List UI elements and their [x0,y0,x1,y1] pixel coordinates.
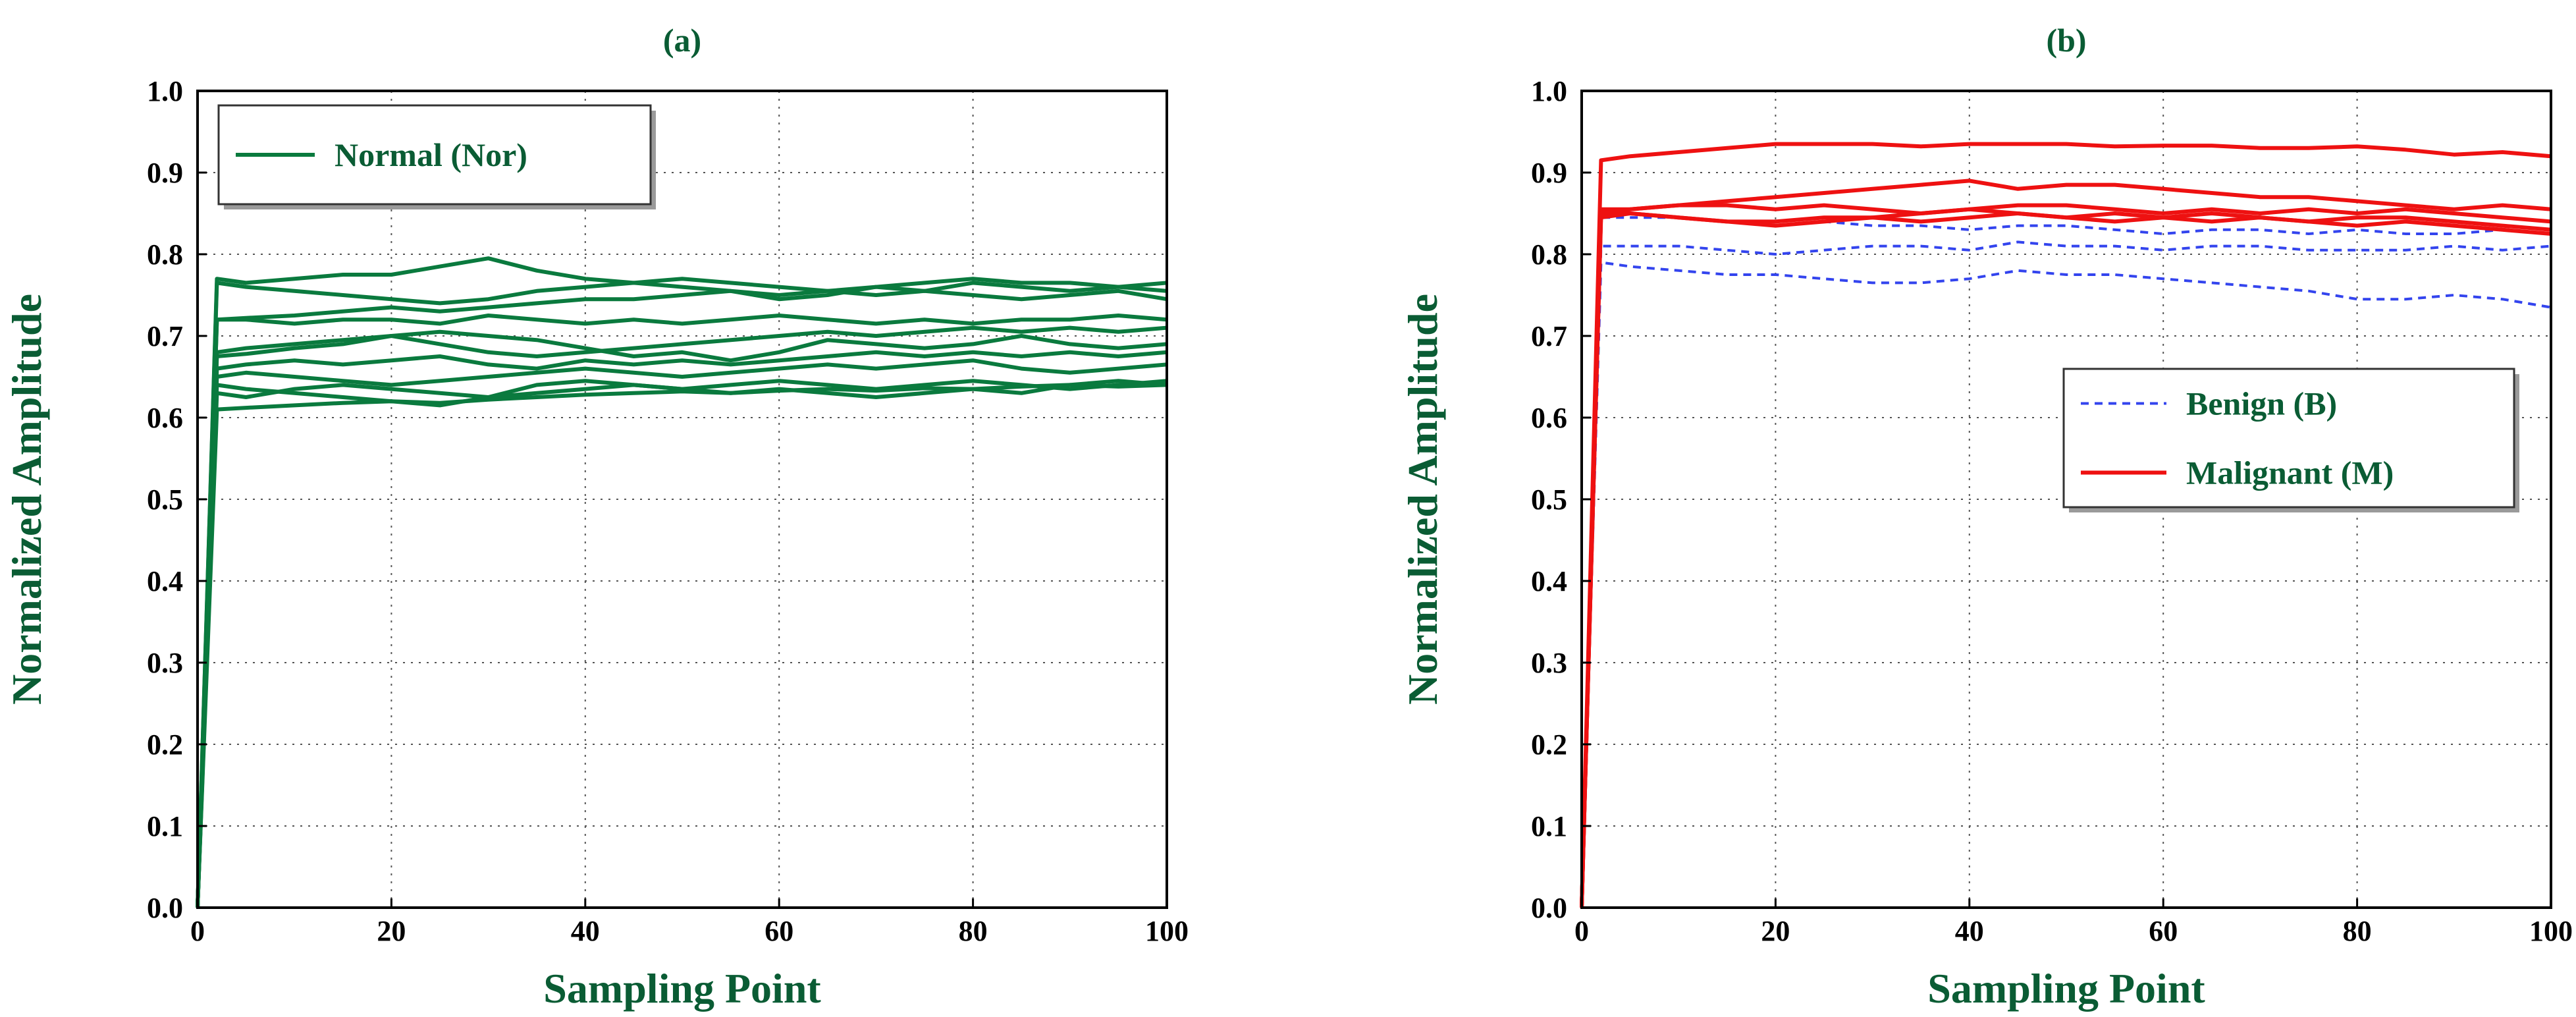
y-tick-label: 0.6 [147,402,183,434]
y-tick-label: 0.5 [147,483,183,516]
series-line-2 [196,277,1167,908]
series-line-8 [196,358,1167,908]
chart-panel-a: 0 20 40 60 80 100 0.0 0.1 0.2 0.3 0.4 0.5 0.6 0.7 0.8 0… [3,22,1189,1012]
series-line-6 [196,329,1167,908]
x-tick-label: 100 [2529,915,2573,947]
x-tick-label: 80 [959,915,988,947]
y-tick-label: 0.4 [147,565,183,597]
x-tick-label: 0 [190,915,205,947]
y-axis-label: Normalized Amplitude [3,294,50,705]
series-line-4 [1580,142,2552,908]
series-line-3 [1580,261,2552,908]
x-tick-label: 80 [2343,915,2372,947]
y-tick-label: 0.5 [1531,483,1567,516]
chart-panel-b: 0 20 40 60 80 100 0.0 0.1 0.2 0.3 0.4 0.5 0.6 0.7 0.8 0… [1399,22,2573,1012]
series-line-8 [1580,207,2552,908]
legend-label: Normal (Nor) [335,136,527,173]
y-tick-label: 0.7 [147,320,183,352]
series-line-10 [196,379,1167,908]
y-axis-label: Normalized Amplitude [1399,294,1446,705]
x-tick-label: 60 [765,915,793,947]
series-line-11 [196,383,1167,908]
legend-label: Benign (B) [2186,385,2337,422]
series-line-1 [196,256,1167,908]
series-line-7 [196,350,1167,908]
y-tick-label: 0.2 [1531,728,1567,761]
y-tick-label: 0.9 [147,157,183,189]
x-tick-label: 60 [2149,915,2178,947]
series-line-6 [1580,203,2552,908]
x-tick-label: 100 [1145,915,1189,947]
y-tick-label: 0.1 [1531,810,1567,842]
series-line-4 [196,314,1167,908]
y-tick-label: 0.4 [1531,565,1567,597]
series-line-5 [196,325,1167,908]
y-tick-label: 0.3 [1531,647,1567,679]
x-axis-label: Sampling Point [1927,965,2205,1012]
x-tick-label: 0 [1574,915,1589,947]
y-tick-label: 0.0 [1531,892,1567,924]
y-tick-label: 0.7 [1531,320,1567,352]
legend: Benign (B) Malignant (M) [2062,368,2519,512]
series-line-5 [1580,179,2552,908]
x-tick-label: 40 [1955,915,1984,947]
y-tick-label: 0.0 [147,892,183,924]
x-axis-label: Sampling Point [543,965,821,1012]
y-tick-label: 1.0 [1531,75,1567,107]
y-tick-label: 0.8 [147,238,183,271]
x-tick-label: 20 [1761,915,1790,947]
series-line-2 [1580,240,2552,908]
y-tick-label: 0.3 [147,647,183,679]
legend-label: Malignant (M) [2186,454,2394,491]
y-tick-label: 1.0 [147,75,183,107]
x-tick-label: 20 [377,915,406,947]
y-tick-label: 0.6 [1531,402,1567,434]
y-tick-label: 0.8 [1531,238,1567,271]
chart-title: (a) [663,22,701,59]
y-tick-label: 0.1 [147,810,183,842]
legend: Normal (Nor) [217,104,656,209]
x-tick-label: 40 [571,915,600,947]
y-tick-label: 0.2 [147,728,183,761]
y-tick-label: 0.9 [1531,157,1567,189]
chart-title: (b) [2046,22,2086,59]
legend-box [2062,368,2515,508]
series-line-3 [196,289,1167,908]
